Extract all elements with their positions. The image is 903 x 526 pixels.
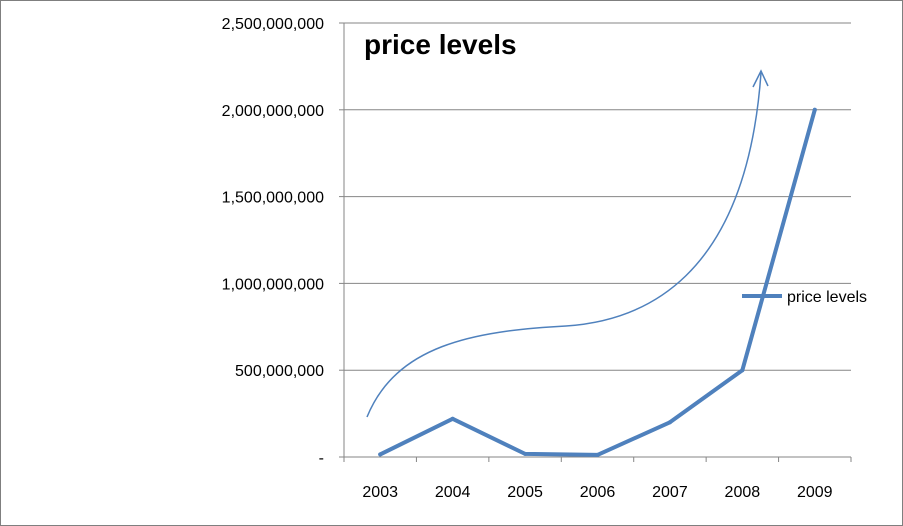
- series-price-levels: [378, 107, 817, 457]
- y-tick-label: 500,000,000: [235, 363, 324, 380]
- chart-title: price levels: [364, 29, 517, 60]
- data-point: [595, 452, 600, 457]
- y-tick-label: 2,500,000,000: [222, 16, 324, 33]
- trend-arrow-head-icon: [752, 69, 769, 88]
- data-point: [378, 452, 383, 457]
- x-tick-label: 2009: [797, 484, 833, 501]
- x-tick-label: 2006: [580, 484, 616, 501]
- series-line-price-levels: [378, 107, 817, 457]
- x-tick-label: 2007: [652, 484, 688, 501]
- trend-annotation: [366, 69, 769, 418]
- trend-arrow-curve: [366, 72, 762, 418]
- data-point: [812, 107, 817, 112]
- y-tick-label: -: [319, 450, 324, 467]
- x-axis-tick-labels: 2003 2004 2005 2006 2007 2008 2009: [362, 484, 832, 501]
- x-tick-label: 2005: [507, 484, 543, 501]
- y-tick-label: 2,000,000,000: [222, 103, 324, 120]
- x-tick-label: 2003: [362, 484, 398, 501]
- axes: [343, 23, 852, 462]
- legend-label-price-levels: price levels: [787, 289, 867, 306]
- data-point: [667, 420, 672, 425]
- data-point: [523, 451, 528, 456]
- y-tick-label: 1,500,000,000: [222, 190, 324, 207]
- legend: price levels: [742, 289, 867, 306]
- gridlines: [339, 22, 851, 458]
- data-point: [450, 416, 455, 421]
- y-axis-tick-labels: - 500,000,000 1,000,000,000 1,500,000,000 2,…: [222, 16, 324, 467]
- x-tick-label: 2004: [435, 484, 471, 501]
- data-point: [740, 368, 745, 373]
- x-tick-label: 2008: [725, 484, 761, 501]
- y-tick-label: 1,000,000,000: [222, 276, 324, 293]
